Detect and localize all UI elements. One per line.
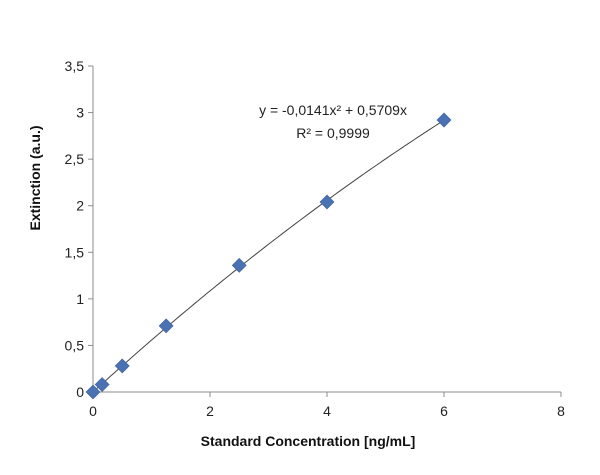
y-tick-label: 0 bbox=[76, 384, 84, 400]
data-point bbox=[436, 112, 452, 128]
y-tick-label: 2 bbox=[76, 198, 84, 214]
data-point bbox=[231, 257, 247, 273]
trendline bbox=[92, 119, 445, 393]
y-tick-label: 3 bbox=[76, 105, 84, 121]
x-tick-label: 4 bbox=[323, 403, 331, 419]
data-point bbox=[114, 358, 130, 374]
y-axis-title: Extinction (a.u.) bbox=[27, 126, 43, 231]
r-squared-label: R² = 0,9999 bbox=[296, 125, 370, 141]
y-tick-label: 3,5 bbox=[65, 58, 85, 74]
x-tick-label: 8 bbox=[557, 403, 565, 419]
x-tick-label: 6 bbox=[440, 403, 448, 419]
data-point bbox=[85, 384, 101, 400]
equation-label: y = -0,0141x² + 0,5709x bbox=[259, 102, 407, 118]
y-tick-label: 2,5 bbox=[65, 151, 85, 167]
y-tick-label: 1,5 bbox=[65, 244, 85, 260]
x-axis: 0 2 4 6 8 bbox=[89, 391, 565, 419]
y-tick-label: 0,5 bbox=[65, 337, 85, 353]
data-point bbox=[158, 318, 174, 334]
x-tick-label: 0 bbox=[89, 403, 97, 419]
trendline-group bbox=[92, 119, 445, 393]
y-tick-label: 1 bbox=[76, 291, 84, 307]
x-axis-title: Standard Concentration [ng/mL] bbox=[201, 433, 416, 449]
data-point bbox=[319, 194, 335, 210]
data-points bbox=[85, 112, 452, 400]
data-point bbox=[94, 377, 110, 392]
x-tick-label: 2 bbox=[206, 403, 214, 419]
y-axis: 0 0,5 1 1,5 2 2,5 3 3,5 bbox=[65, 58, 94, 400]
